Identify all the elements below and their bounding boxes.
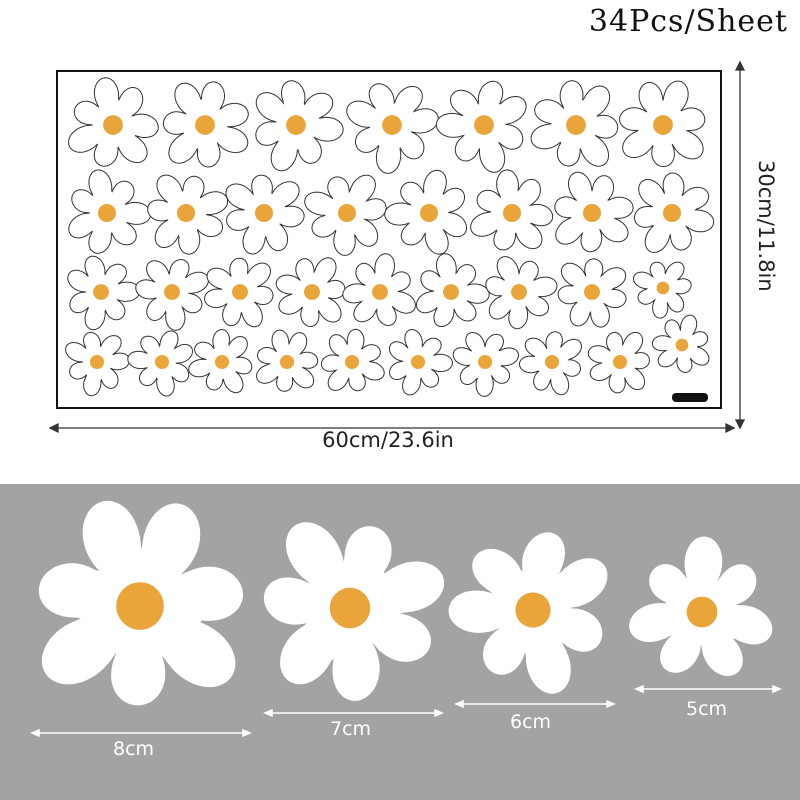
daisy-center xyxy=(584,284,600,300)
daisy-center xyxy=(93,284,109,300)
daisy-center xyxy=(443,284,459,300)
size-arrow xyxy=(454,699,616,709)
daisy-center xyxy=(344,354,360,370)
daisy-center xyxy=(474,115,494,135)
daisy-center xyxy=(232,284,248,300)
dimension-arrows xyxy=(48,60,746,434)
size-label-5cm: 5cm xyxy=(686,698,728,720)
daisy-center xyxy=(410,354,426,370)
daisy-center xyxy=(419,203,439,223)
daisy-center xyxy=(286,115,306,135)
width-label-text: 60cm/23.6in xyxy=(322,428,454,452)
daisy-center xyxy=(164,284,180,300)
daisy-center xyxy=(675,338,689,352)
daisy-center xyxy=(612,354,628,370)
size-flowers xyxy=(38,500,773,706)
daisy-center xyxy=(89,354,105,370)
size-label-8cm: 8cm xyxy=(113,738,155,760)
daisy-center xyxy=(662,203,682,223)
size-arrow xyxy=(263,708,444,718)
daisy-center xyxy=(544,354,560,370)
daisy-center xyxy=(254,203,274,223)
daisy-center xyxy=(511,284,527,300)
size-arrow xyxy=(30,728,252,738)
width-label: 60cm/23.6in xyxy=(0,428,800,452)
height-label: 30cm/11.8in xyxy=(754,160,778,292)
daisy-center xyxy=(656,281,670,295)
size-label-6cm: 6cm xyxy=(510,711,552,733)
daisy-center xyxy=(502,203,522,223)
daisy-center xyxy=(582,203,602,223)
daisy-center xyxy=(686,596,718,628)
daisy-center xyxy=(566,115,586,135)
daisy-center xyxy=(515,592,551,628)
daisy-center xyxy=(372,284,388,300)
daisy-center xyxy=(195,115,215,135)
daisy-center xyxy=(477,354,493,370)
daisy-center xyxy=(329,587,371,629)
size-arrows xyxy=(30,684,782,738)
sheet-flowers xyxy=(65,77,715,397)
size-label-7cm: 7cm xyxy=(330,718,372,740)
daisy-center xyxy=(214,354,230,370)
daisy-center xyxy=(176,203,196,223)
daisy-center xyxy=(653,115,673,135)
daisy-center xyxy=(279,354,295,370)
daisy-center xyxy=(154,354,170,370)
daisy-center xyxy=(304,284,320,300)
size-arrow xyxy=(634,684,782,694)
daisy-center xyxy=(103,115,123,135)
daisy-center xyxy=(116,582,164,630)
sheet-code-label xyxy=(672,393,708,402)
daisy-center xyxy=(382,115,402,135)
sheet-count-title: 34Pcs/Sheet xyxy=(588,4,788,39)
daisy-center xyxy=(337,203,357,223)
daisy-center xyxy=(97,203,117,223)
